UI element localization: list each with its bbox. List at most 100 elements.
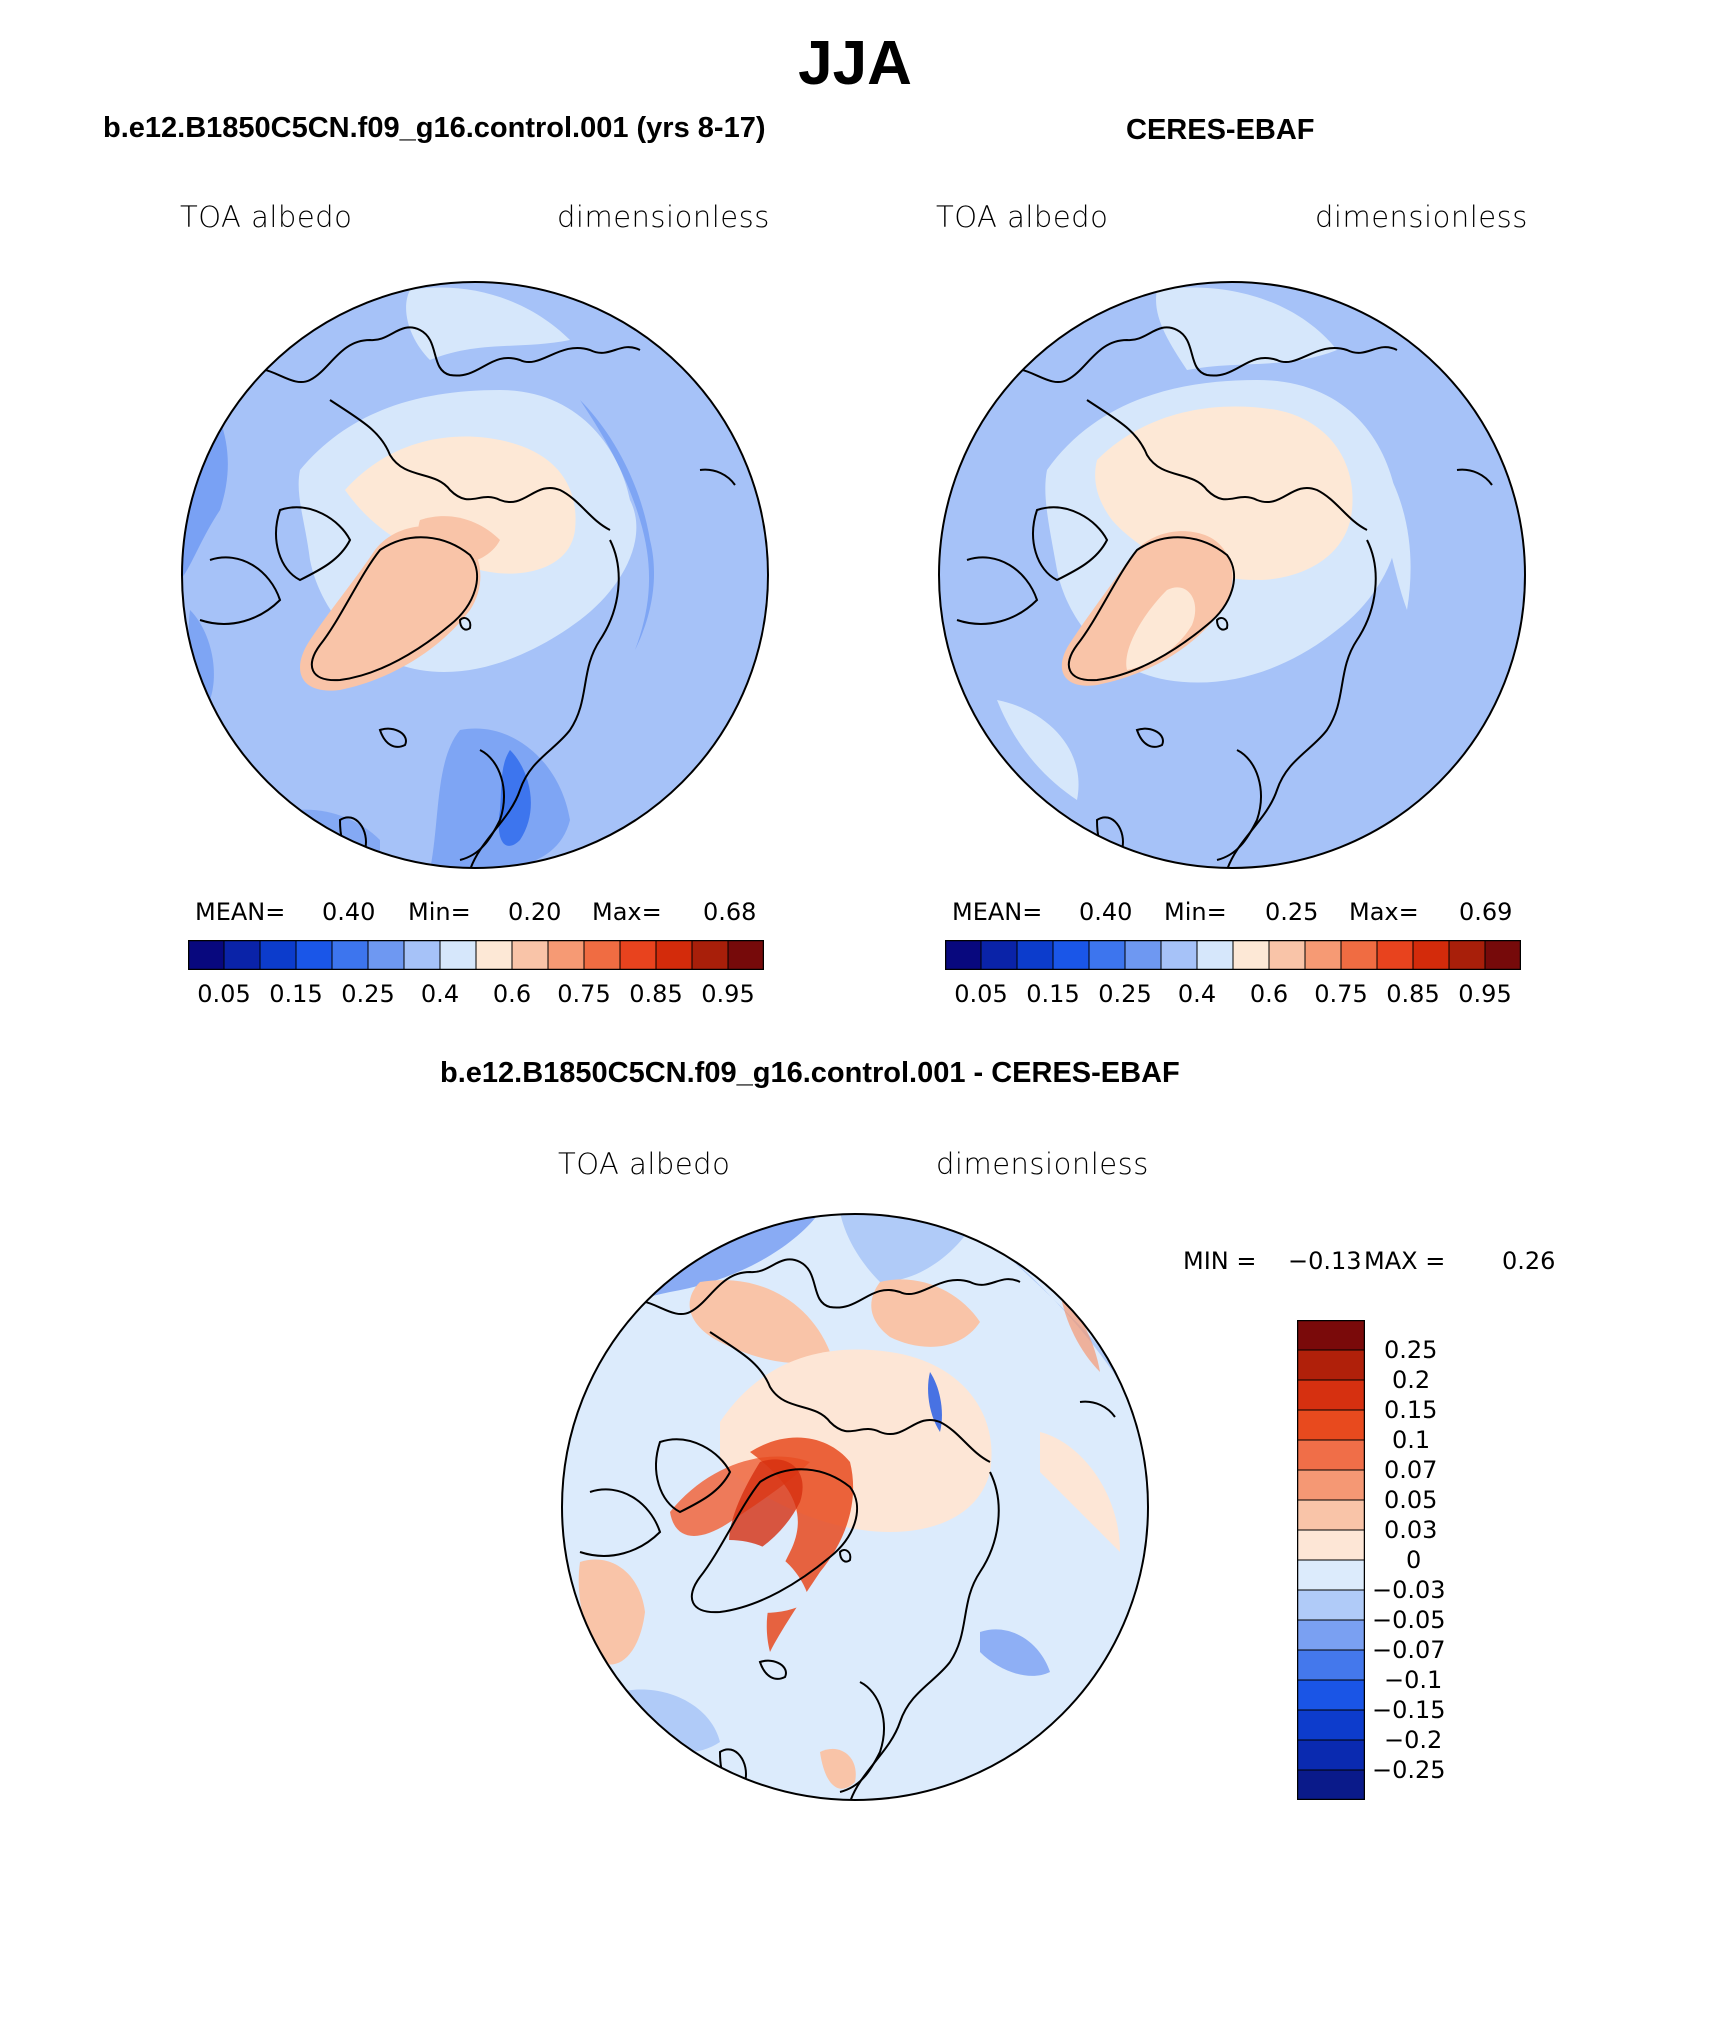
colorbar-swatch: [691, 940, 729, 970]
colorbar-swatch: [1297, 1409, 1365, 1441]
colorbar-swatch: [727, 940, 764, 970]
diff-tick: 0.1: [1392, 1426, 1431, 1454]
panel-2-tick: 0.85: [1386, 980, 1440, 1008]
colorbar-swatch: [1297, 1649, 1365, 1681]
panel-1-tick: 0.95: [701, 980, 755, 1008]
colorbar-swatch: [1297, 1769, 1365, 1800]
panel-2-tick: 0.05: [954, 980, 1008, 1008]
panel-1-max-value: 0.68: [703, 898, 757, 926]
diff-tick: −0.03: [1372, 1576, 1446, 1604]
panel-1-mean-label: MEAN=: [195, 898, 286, 926]
figure-title: JJA: [798, 29, 912, 98]
diff-polar-map: [561, 1213, 1149, 1801]
colorbar-swatch: [619, 940, 657, 970]
colorbar-swatch: [1297, 1589, 1365, 1621]
panel-2-units-label: dimensionless: [1315, 200, 1528, 234]
panel-1-tick: 0.15: [269, 980, 323, 1008]
colorbar-swatch: [188, 940, 225, 970]
panel-1-tick: 0.25: [341, 980, 395, 1008]
colorbar-swatch: [367, 940, 405, 970]
panel-2-max-label: Max=: [1349, 898, 1419, 926]
colorbar-border: [188, 940, 764, 970]
colorbar-swatch: [403, 940, 441, 970]
colorbar-swatch: [1196, 940, 1234, 970]
colorbar-swatch: [583, 940, 621, 970]
colorbar-swatch: [511, 940, 549, 970]
panel-1-units-label: dimensionless: [557, 200, 770, 234]
panel-1-tick: 0.85: [629, 980, 683, 1008]
diff-max-label: MAX =: [1364, 1247, 1446, 1275]
colorbar-border: [1297, 1320, 1365, 1800]
diff-max-value: 0.26: [1502, 1247, 1556, 1275]
diff-tick: −0.15: [1372, 1696, 1446, 1724]
panel-2-mean-value: 0.40: [1079, 898, 1133, 926]
diff-tick: 0.03: [1384, 1516, 1438, 1544]
colorbar-swatch: [1297, 1559, 1365, 1591]
diff-min-label: MIN =: [1183, 1247, 1257, 1275]
panel-1-colorbar-ticks: 0.05 0.15 0.25 0.4 0.6 0.75 0.85 0.95: [188, 980, 764, 1010]
diff-tick: −0.05: [1372, 1606, 1446, 1634]
colorbar-swatch: [475, 940, 513, 970]
diff-colorbar-ticks: 0.25 0.2 0.15 0.1 0.07 0.05 0.03 0 −0.03…: [1372, 1320, 1538, 1800]
panel-2-min-value: 0.25: [1265, 898, 1319, 926]
colorbar-swatch: [1088, 940, 1126, 970]
panel-2-tick: 0.25: [1098, 980, 1152, 1008]
panel-1-min-label: Min=: [408, 898, 471, 926]
colorbar-swatch: [945, 940, 982, 970]
panel-1-tick: 0.6: [492, 980, 532, 1008]
colorbar-swatch: [223, 940, 261, 970]
panel-1-mean-value: 0.40: [322, 898, 376, 926]
colorbar-swatch: [1448, 940, 1486, 970]
colorbar-swatch: [1160, 940, 1198, 970]
diff-tick: 0.05: [1384, 1486, 1438, 1514]
colorbar-swatch: [1340, 940, 1378, 970]
colorbar-swatch: [980, 940, 1018, 970]
panel-1-variable-label: TOA albedo: [180, 200, 353, 234]
colorbar-swatch: [1297, 1529, 1365, 1561]
panel-2-colorbar-ticks: 0.05 0.15 0.25 0.4 0.6 0.75 0.85 0.95: [945, 980, 1521, 1010]
colorbar-swatch: [1124, 940, 1162, 970]
colorbar-swatch: [1297, 1709, 1365, 1741]
panel-2-min-label: Min=: [1164, 898, 1227, 926]
colorbar-swatch: [295, 940, 333, 970]
colorbar-swatch: [1304, 940, 1342, 970]
colorbar-swatch: [259, 940, 297, 970]
diff-variable-label: TOA albedo: [558, 1147, 731, 1181]
colorbar-swatch: [1297, 1379, 1365, 1411]
diff-tick: 0.25: [1384, 1336, 1438, 1364]
diff-tick: −0.25: [1372, 1756, 1446, 1784]
diff-tick: −0.07: [1372, 1636, 1446, 1664]
panel-2-tick: 0.75: [1314, 980, 1368, 1008]
diff-tick: 0.07: [1384, 1456, 1438, 1484]
diff-colorbar: [1297, 1320, 1365, 1800]
colorbar-swatch: [655, 940, 693, 970]
colorbar-swatch: [547, 940, 585, 970]
panel-2-max-value: 0.69: [1459, 898, 1513, 926]
panel-1-tick: 0.75: [557, 980, 611, 1008]
colorbar-swatch: [1297, 1439, 1365, 1471]
colorbar-swatch: [331, 940, 369, 970]
diff-units-label: dimensionless: [936, 1147, 1149, 1181]
diff-tick: 0: [1406, 1546, 1422, 1574]
panel-2-tick: 0.4: [1177, 980, 1217, 1008]
panel-1-min-value: 0.20: [508, 898, 562, 926]
panel-1-title: b.e12.B1850C5CN.f09_g16.control.001 (yrs…: [103, 112, 766, 144]
diff-tick: 0.2: [1392, 1366, 1431, 1394]
colorbar-swatch: [1484, 940, 1521, 970]
colorbar-swatch: [1297, 1320, 1365, 1351]
panel-2-tick: 0.15: [1026, 980, 1080, 1008]
diff-tick: −0.1: [1384, 1666, 1443, 1694]
panel-1-polar-map: [181, 281, 769, 869]
colorbar-swatch: [1268, 940, 1306, 970]
diff-min-value: −0.13: [1288, 1247, 1362, 1275]
panel-2-variable-label: TOA albedo: [936, 200, 1109, 234]
colorbar-swatch: [1297, 1499, 1365, 1531]
colorbar-swatch: [1297, 1349, 1365, 1381]
panel-1-tick: 0.05: [197, 980, 251, 1008]
diff-tick: −0.2: [1384, 1726, 1443, 1754]
colorbar-swatch: [1412, 940, 1450, 970]
colorbar-swatch: [1297, 1739, 1365, 1771]
colorbar-swatch: [1297, 1679, 1365, 1711]
colorbar-swatch: [1232, 940, 1270, 970]
panel-2-mean-label: MEAN=: [952, 898, 1043, 926]
